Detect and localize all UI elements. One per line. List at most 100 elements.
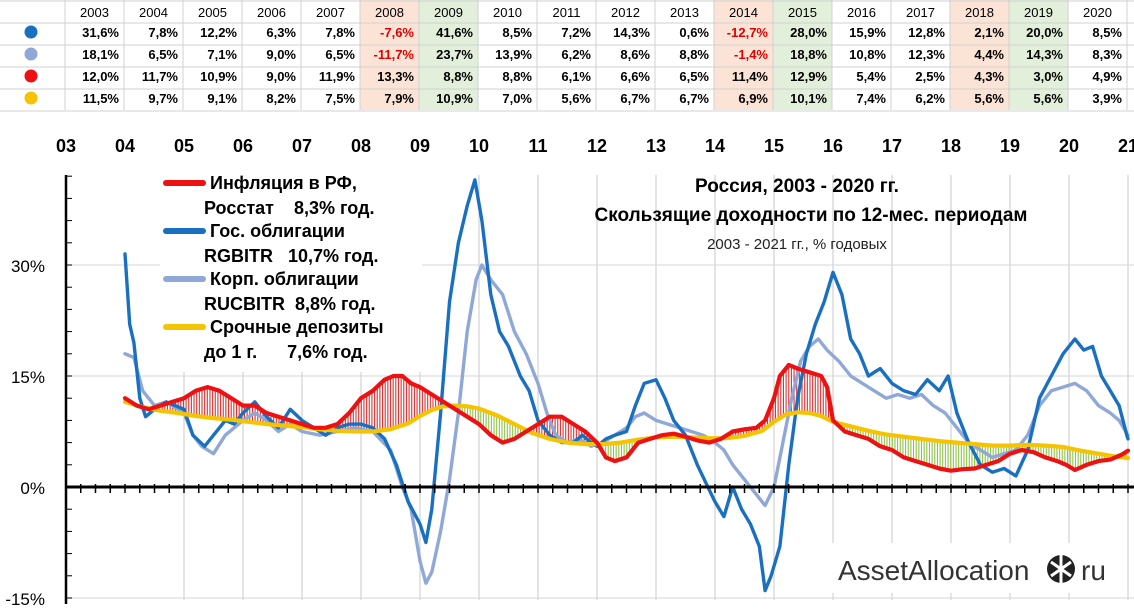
- table-year-header: 2016: [847, 5, 876, 20]
- table-cell: 8,5%: [502, 25, 532, 40]
- x-tick-label: 05: [174, 136, 194, 156]
- y-tick-label: -15%: [5, 590, 45, 608]
- table-cell: 12,3%: [908, 47, 945, 62]
- axes: [64, 175, 1134, 604]
- table-cell: 6,5%: [679, 69, 709, 84]
- x-tick-label: 15: [764, 136, 784, 156]
- table-cell: -11,7%: [374, 47, 415, 62]
- table-cell: 13,3%: [377, 69, 414, 84]
- legend-label: Корп. облигации: [210, 269, 359, 289]
- table-row-marker: [24, 91, 38, 105]
- legend-label: Срочные депозиты: [210, 317, 384, 337]
- x-tick-label: 04: [115, 136, 135, 156]
- table-cell: 6,5%: [325, 47, 355, 62]
- chart-title: Россия, 2003 - 2020 гг.: [695, 176, 899, 197]
- x-tick-label: 18: [941, 136, 961, 156]
- x-tick-label: 06: [233, 136, 253, 156]
- table-cell: 31,6%: [82, 25, 119, 40]
- table-cell: -12,7%: [727, 25, 769, 40]
- table-cell: 7,5%: [325, 91, 355, 106]
- table-cell: 6,3%: [266, 25, 296, 40]
- table-cell: 5,6%: [1033, 91, 1063, 106]
- table-cell: 4,9%: [1092, 69, 1122, 84]
- x-tick-label: 08: [351, 136, 371, 156]
- y-tick-label: 0%: [20, 479, 45, 498]
- table-year-header: 2015: [788, 5, 817, 20]
- table-cell: 23,7%: [436, 47, 473, 62]
- table-cell: 9,7%: [148, 91, 178, 106]
- table-cell: 7,4%: [856, 91, 886, 106]
- table-cell: 7,2%: [561, 25, 591, 40]
- table-year-header: 2005: [198, 5, 227, 20]
- table-cell: 5,6%: [974, 91, 1004, 106]
- table-cell: -1,4%: [734, 47, 768, 62]
- x-tick-label: 19: [1000, 136, 1020, 156]
- legend-sublabel: до 1 г. 7,6% год.: [204, 342, 368, 362]
- table-cell: 6,2%: [561, 47, 591, 62]
- brand-logo-icon: [1047, 555, 1075, 583]
- table-cell: 3,0%: [1033, 69, 1063, 84]
- x-tick-label: 12: [587, 136, 607, 156]
- x-tick-label: 14: [705, 136, 725, 156]
- table-cell: 8,2%: [266, 91, 296, 106]
- table-year-header: 2020: [1083, 5, 1112, 20]
- table-cell: -7,6%: [380, 25, 414, 40]
- table-cell: 6,7%: [679, 91, 709, 106]
- table-cell: 8,8%: [443, 69, 473, 84]
- table-year-header: 2013: [670, 5, 699, 20]
- table-cell: 7,0%: [502, 91, 532, 106]
- x-tick-label: 03: [56, 136, 76, 156]
- chart-caption: 2003 - 2021 гг., % годовых: [707, 236, 887, 253]
- table-year-header: 2006: [257, 5, 286, 20]
- table-cell: 12,9%: [790, 69, 827, 84]
- table-cell: 7,8%: [325, 25, 355, 40]
- table-cell: 6,5%: [148, 47, 178, 62]
- x-tick-label: 20: [1059, 136, 1079, 156]
- brand-name: AssetAllocation: [838, 555, 1029, 586]
- table-cell: 6,9%: [738, 91, 768, 106]
- table-cell: 9,0%: [266, 69, 296, 84]
- table-cell: 2,5%: [915, 69, 945, 84]
- table-cell: 8,5%: [1092, 25, 1122, 40]
- table-cell: 11,5%: [83, 91, 120, 106]
- table-year-header: 2003: [80, 5, 109, 20]
- returns-table: 2003 2004 2005 2006 2007 2008 2009 2010 2011 2012…: [0, 0, 1134, 112]
- table-cell: 15,9%: [849, 25, 886, 40]
- x-tick-label: 21: [1118, 136, 1134, 156]
- legend-sublabel: RUCBITR 8,8% год.: [204, 294, 375, 314]
- legend: Инфляция в РФ, Росстат 8,3% год. Гос. обли…: [160, 172, 422, 372]
- legend-label: Инфляция в РФ,: [210, 173, 357, 193]
- table-cell: 14,3%: [613, 25, 650, 40]
- table-year-header: 2019: [1024, 5, 1053, 20]
- table-cell: 8,3%: [1092, 47, 1122, 62]
- series-line: [123, 178, 1130, 593]
- table-cell: 11,9%: [319, 69, 356, 84]
- table-year-header: 2012: [611, 5, 640, 20]
- x-tick-label: 11: [528, 136, 547, 156]
- table-cell: 8,6%: [620, 47, 650, 62]
- table-cell: 10,1%: [790, 91, 827, 106]
- x-tick-label: 17: [882, 136, 902, 156]
- brand-suffix: ru: [1081, 555, 1106, 586]
- table-cell: 5,6%: [561, 91, 591, 106]
- table-cell: 4,4%: [974, 47, 1004, 62]
- table-cell: 5,4%: [856, 69, 886, 84]
- table-year-header: 2004: [139, 5, 168, 20]
- series-line: [122, 362, 1131, 473]
- table-cell: 10,9%: [436, 91, 473, 106]
- table-cell: 18,8%: [790, 47, 827, 62]
- table-cell: 10,9%: [200, 69, 237, 84]
- x-tick-label: 07: [292, 136, 312, 156]
- table-cell: 2,1%: [974, 25, 1004, 40]
- table-row-marker: [24, 47, 38, 61]
- table-year-header: 2018: [965, 5, 994, 20]
- table-cell: 10,8%: [849, 47, 886, 62]
- brand-watermark: AssetAllocation ru: [830, 543, 1118, 593]
- table-year-header: 2009: [434, 5, 463, 20]
- table-row-marker: [24, 69, 38, 83]
- legend-sublabel: RGBITR 10,7% год.: [204, 246, 378, 266]
- series-lines: [122, 178, 1131, 593]
- table-cell: 3,9%: [1092, 91, 1122, 106]
